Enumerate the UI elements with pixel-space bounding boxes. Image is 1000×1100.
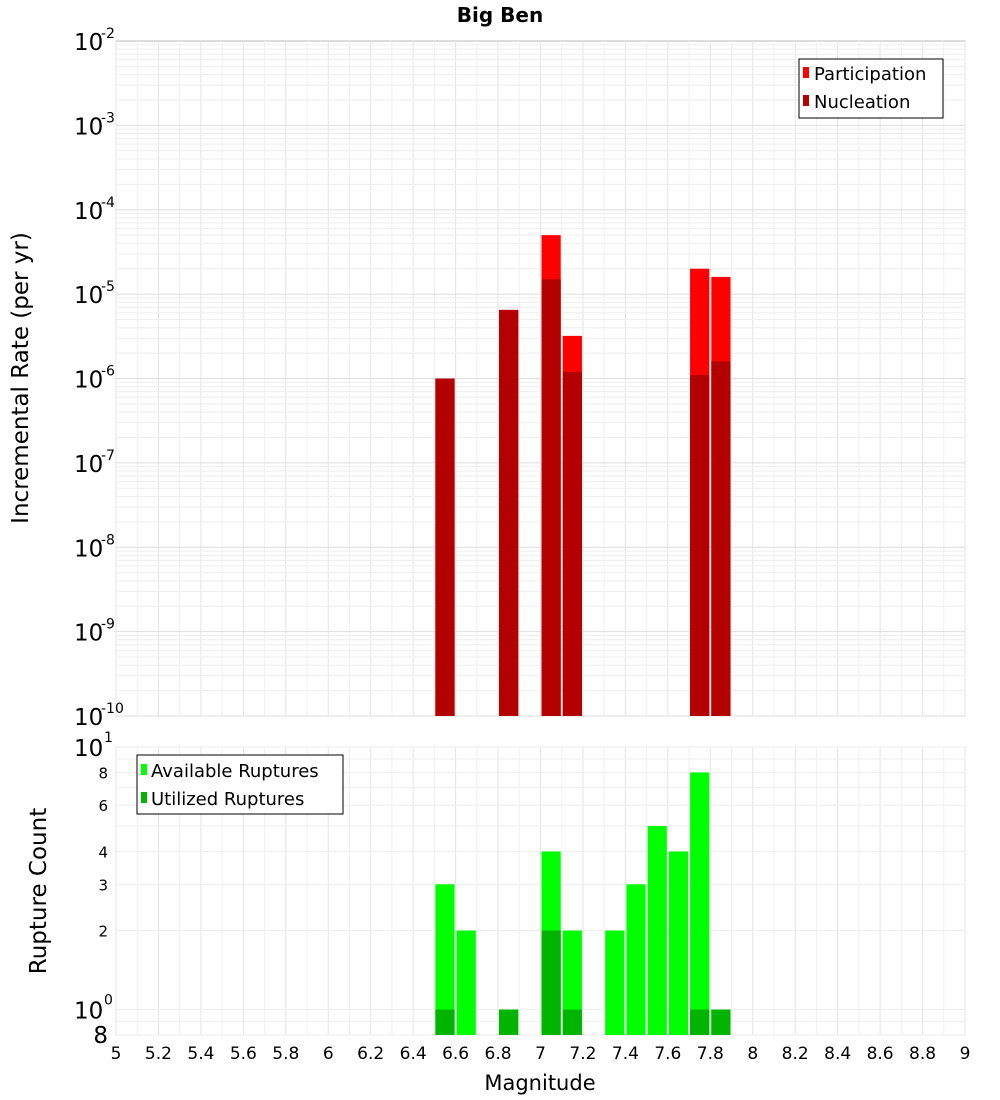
rate-legend: Participation Nucleation	[798, 58, 944, 119]
rate-y-tick-base: 10	[74, 452, 103, 478]
utilized-legend-swatch	[141, 792, 147, 803]
utilized-legend-label: Utilized Ruptures	[151, 789, 304, 810]
available-legend-label: Available Ruptures	[151, 761, 319, 782]
x-tick-label: 6	[323, 1044, 334, 1064]
participation-legend-label: Participation	[814, 64, 926, 85]
x-tick-label: 6.4	[400, 1044, 427, 1064]
count-y-tick-label: 3	[98, 876, 108, 894]
count-available-ruptures-bar	[435, 884, 455, 1035]
rate-bars	[435, 235, 731, 716]
magnitude-x-ticks: 5 5.2 5.4 5.6 5.8 6 6.2 6.4 6.6 6.8 7 7.2 7.4 7.6 7.8 8…	[111, 1044, 971, 1064]
rate-grid	[115, 41, 966, 717]
count-available-ruptures-bar	[690, 772, 710, 1035]
count-y-tick-exp: 1	[104, 730, 113, 746]
rate-y-tick-exp: -3	[101, 110, 115, 126]
rate-y-tick-base: 10	[74, 114, 103, 140]
rate-y-axis-label: Incremental Rate (per yr)	[8, 232, 34, 524]
participation-legend-swatch	[803, 67, 809, 78]
count-grid	[115, 746, 966, 1036]
x-tick-label: 8	[747, 1044, 758, 1064]
count-y-tick-label: 2	[98, 923, 108, 941]
count-y-tick-label: 6	[98, 797, 108, 815]
count-bars	[435, 772, 731, 1035]
x-tick-label: 5.2	[145, 1044, 172, 1064]
rate-y-tick-base: 10	[74, 536, 103, 562]
count-available-ruptures-bar	[647, 826, 667, 1035]
rate-y-tick-exp: -7	[101, 448, 115, 464]
x-tick-label: 8.2	[782, 1044, 809, 1064]
x-tick-label: 7	[535, 1044, 546, 1064]
nucleation-legend-swatch	[803, 95, 809, 106]
rate-y-tick-exp: -5	[101, 279, 115, 295]
rate-y-tick-exp: -9	[101, 617, 115, 633]
count-y-tick-base: 10	[74, 999, 103, 1025]
x-tick-label: 6.6	[442, 1044, 469, 1064]
nucleation-legend-label: Nucleation	[814, 92, 910, 113]
count-utilized-ruptures-bar	[711, 1009, 731, 1035]
count-available-ruptures-bar	[456, 930, 476, 1035]
x-tick-label: 8.8	[909, 1044, 936, 1064]
rate-y-tick-exp: -2	[101, 26, 115, 42]
x-tick-label: 7.4	[612, 1044, 639, 1064]
count-y-tick-bottom: 8	[93, 1023, 108, 1049]
x-tick-label: 7.8	[697, 1044, 724, 1064]
rate-y-tick-base: 10	[74, 621, 103, 647]
chart-title: Big Ben	[457, 3, 543, 27]
x-tick-label: 5.6	[230, 1044, 257, 1064]
rate-legend-box	[798, 58, 944, 119]
rate-y-tick-exp: -4	[101, 195, 115, 211]
rate-y-tick-base: 10	[74, 368, 103, 394]
x-tick-label: 7.2	[569, 1044, 596, 1064]
count-y-tick-base: 10	[74, 736, 103, 762]
count-utilized-ruptures-bar	[562, 1009, 582, 1035]
x-tick-label: 6.2	[357, 1044, 384, 1064]
rate-y-tick-base: 10	[74, 283, 103, 309]
rate-y-tick-exp: -6	[101, 364, 115, 380]
rate-y-tick-exp: -8	[101, 532, 115, 548]
count-y-tick-label: 4	[98, 843, 108, 861]
count-y-tick-exp: 0	[104, 993, 113, 1009]
rate-nucleation-bar	[690, 375, 710, 716]
count-utilized-ruptures-bar	[435, 1009, 455, 1035]
rate-nucleation-bar	[541, 279, 561, 716]
count-y-tick-label: 8	[98, 764, 108, 782]
rate-nucleation-bar	[562, 371, 582, 716]
available-legend-swatch	[141, 764, 147, 775]
rate-nucleation-bar	[435, 378, 455, 716]
count-available-ruptures-bar	[605, 930, 625, 1035]
count-utilized-ruptures-bar	[499, 1009, 519, 1035]
rate-nucleation-bar	[499, 309, 519, 716]
rate-nucleation-bar	[711, 361, 731, 716]
count-utilized-ruptures-bar	[541, 930, 561, 1035]
x-tick-label: 8.4	[824, 1044, 851, 1064]
count-available-ruptures-bar	[626, 884, 646, 1035]
rate-y-tick-base: 10	[74, 705, 103, 731]
count-legend: Available Ruptures Utilized Ruptures	[136, 754, 344, 815]
rate-y-tick-base: 10	[74, 199, 103, 225]
count-utilized-ruptures-bar	[690, 1009, 710, 1035]
count-available-ruptures-bar	[562, 930, 582, 1035]
x-tick-label: 6.8	[485, 1044, 512, 1064]
count-y-axis-label: Rupture Count	[26, 808, 52, 974]
x-tick-label: 5	[111, 1044, 122, 1064]
rate-y-tick-exp: -10	[101, 701, 124, 717]
x-tick-label: 5.4	[187, 1044, 214, 1064]
rate-y-tick-base: 10	[74, 30, 103, 56]
x-tick-label: 7.6	[654, 1044, 681, 1064]
x-tick-label: 9	[960, 1044, 971, 1064]
x-axis-label: Magnitude	[484, 1071, 595, 1095]
count-available-ruptures-bar	[668, 851, 689, 1035]
x-tick-label: 8.6	[867, 1044, 894, 1064]
x-tick-label: 5.8	[272, 1044, 299, 1064]
count-legend-box	[136, 754, 344, 815]
